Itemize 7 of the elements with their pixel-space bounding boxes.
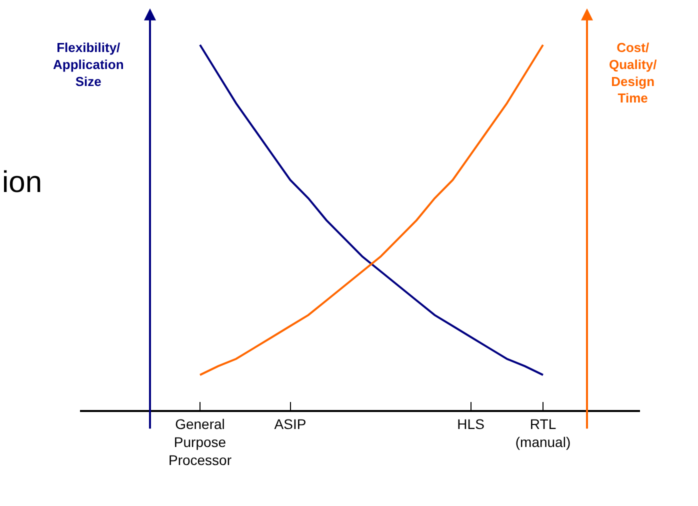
x-tick-label: General Purpose Processor (168, 416, 232, 468)
x-tick-label: ASIP (274, 416, 306, 432)
x-tick-label: RTL (manual) (515, 416, 571, 450)
y-axis-title: Flexibility/ Application Size (53, 40, 124, 89)
text: ion (2, 166, 42, 199)
x-tick-label: HLS (457, 416, 484, 432)
y2-axis-title: Cost/ Quality/ Design Time (609, 40, 658, 106)
